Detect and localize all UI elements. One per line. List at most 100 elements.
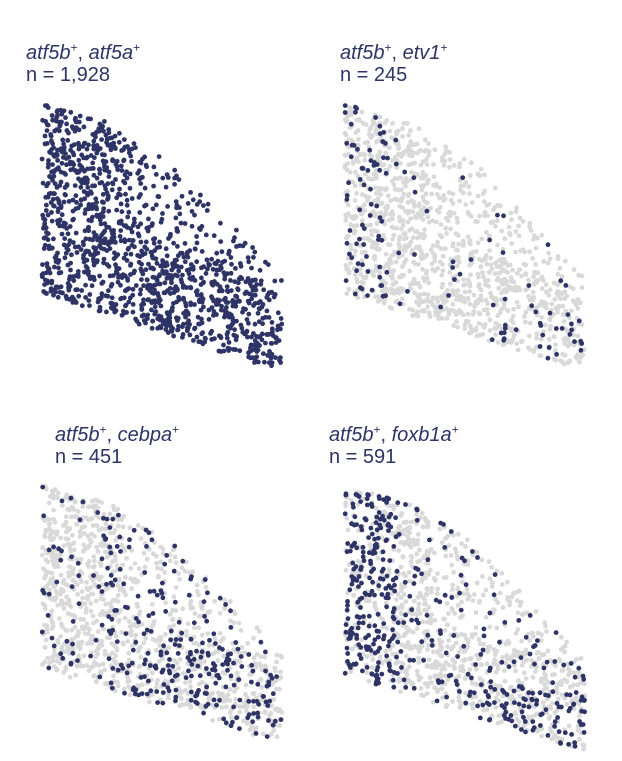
- cell-point-background: [481, 641, 486, 647]
- cell-point-background: [254, 652, 260, 657]
- cell-point-background: [128, 632, 134, 638]
- cell-point-background: [84, 663, 89, 668]
- cell-point-background: [559, 274, 565, 279]
- cell-point-highlighted: [374, 162, 380, 167]
- cell-point-background: [450, 301, 456, 307]
- cell-point-background: [45, 655, 50, 661]
- cell-point-highlighted: [167, 321, 173, 326]
- cell-point-background: [393, 259, 399, 265]
- cell-point-highlighted: [236, 298, 242, 304]
- cell-point-highlighted: [96, 296, 101, 302]
- cell-point-background: [450, 607, 455, 613]
- cell-point-background: [139, 621, 145, 627]
- cell-point-background: [539, 652, 545, 658]
- cell-point-background: [553, 357, 559, 363]
- cell-point-background: [415, 672, 421, 678]
- cell-point-background: [232, 689, 237, 694]
- cell-point-highlighted: [135, 593, 141, 599]
- cell-point-highlighted: [206, 261, 212, 267]
- cell-point-highlighted: [56, 258, 62, 263]
- cell-point-background: [375, 196, 381, 202]
- cell-point-highlighted: [96, 584, 102, 589]
- cell-point-background: [575, 305, 581, 311]
- cell-point-highlighted: [177, 643, 182, 648]
- cell-point-highlighted: [407, 593, 413, 599]
- cell-point-background: [407, 525, 413, 530]
- cell-point-background: [370, 209, 376, 215]
- cell-point-background: [166, 645, 172, 650]
- cell-point-highlighted: [52, 181, 58, 187]
- cell-point-background: [460, 296, 466, 302]
- cell-point-highlighted: [67, 224, 73, 229]
- cell-point-highlighted: [186, 318, 192, 324]
- cell-point-background: [385, 193, 391, 199]
- cell-point-highlighted: [254, 349, 260, 354]
- cell-point-highlighted: [393, 161, 399, 167]
- cell-point-highlighted: [424, 208, 430, 214]
- cell-point-highlighted: [202, 577, 208, 582]
- cell-point-highlighted: [166, 236, 171, 241]
- cell-point-background: [407, 578, 412, 584]
- cell-point-highlighted: [99, 137, 104, 143]
- cell-point-background: [237, 659, 243, 664]
- cell-point-background: [82, 601, 88, 607]
- cell-point-highlighted: [149, 223, 155, 228]
- cell-point-background: [212, 636, 218, 642]
- cell-point-background: [453, 550, 459, 555]
- cell-point-highlighted: [264, 332, 270, 337]
- cell-point-highlighted: [384, 269, 390, 275]
- cell-point-highlighted: [97, 171, 103, 176]
- cell-point-highlighted: [145, 312, 151, 318]
- cell-point-background: [516, 679, 521, 684]
- cell-point-background: [100, 661, 106, 667]
- cell-point-highlighted: [231, 660, 236, 666]
- cell-point-highlighted: [201, 264, 207, 270]
- cell-point-highlighted: [42, 221, 48, 226]
- cell-point-background: [383, 648, 388, 654]
- cell-point-highlighted: [113, 302, 119, 307]
- cell-point-background: [234, 670, 240, 676]
- cell-point-highlighted: [258, 281, 264, 287]
- cell-point-highlighted: [175, 315, 181, 321]
- cell-point-highlighted: [164, 650, 170, 656]
- cell-point-background: [94, 544, 99, 550]
- cell-point-background: [46, 500, 52, 506]
- cell-point-highlighted: [263, 699, 269, 705]
- cell-point-background: [102, 667, 108, 673]
- cell-point-highlighted: [230, 298, 236, 303]
- cell-point-highlighted: [102, 236, 108, 242]
- cell-point-highlighted: [465, 671, 471, 677]
- cell-point-background: [418, 162, 424, 168]
- cell-point-highlighted: [142, 244, 148, 250]
- cell-point-background: [416, 677, 422, 683]
- cell-point-background: [426, 219, 432, 225]
- cell-point-highlighted: [110, 582, 116, 588]
- cell-point-background: [540, 278, 546, 283]
- cell-point-highlighted: [91, 245, 97, 250]
- cell-point-highlighted: [379, 218, 385, 224]
- cell-point-background: [73, 672, 79, 678]
- cell-point-background: [182, 568, 188, 574]
- cell-point-background: [514, 300, 520, 305]
- cell-point-highlighted: [543, 707, 549, 713]
- cell-point-background: [487, 328, 493, 333]
- cell-point-background: [513, 711, 518, 717]
- cell-point-background: [483, 297, 489, 303]
- cell-point-highlighted: [265, 703, 271, 708]
- cell-point-background: [579, 273, 585, 279]
- cell-point-background: [271, 697, 277, 702]
- cell-point-highlighted: [498, 330, 504, 336]
- cell-point-background: [60, 624, 65, 630]
- cell-point-background: [473, 625, 479, 630]
- cell-point-highlighted: [403, 685, 409, 690]
- cell-point-background: [505, 308, 511, 314]
- cell-point-highlighted: [279, 321, 285, 327]
- cell-point-highlighted: [133, 283, 139, 288]
- cell-point-background: [374, 126, 379, 132]
- cell-point-background: [49, 654, 55, 660]
- cell-point-background: [426, 149, 432, 154]
- cell-point-highlighted: [409, 607, 415, 613]
- cell-point-background: [354, 223, 360, 228]
- cell-point-highlighted: [44, 291, 49, 296]
- cell-point-highlighted: [223, 720, 229, 726]
